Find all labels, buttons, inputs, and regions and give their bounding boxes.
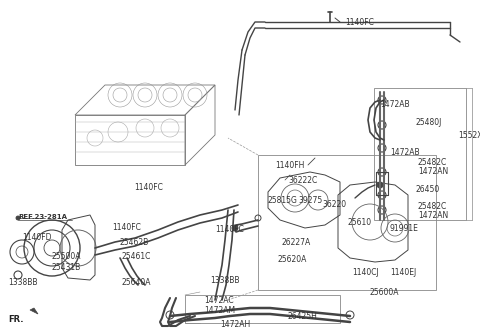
Text: 1472AC: 1472AC [204,296,234,305]
Text: 1472AB: 1472AB [380,100,409,109]
Circle shape [378,96,386,104]
Text: 1472AN: 1472AN [418,211,448,220]
Circle shape [378,121,386,129]
Bar [374,88,466,220]
Text: 1140FC: 1140FC [345,18,374,27]
Circle shape [14,271,22,279]
Text: 1140FD: 1140FD [22,233,51,242]
Circle shape [378,144,386,152]
Circle shape [377,182,383,188]
Text: REF.23-281A: REF.23-281A [18,214,67,220]
Text: 36222C: 36222C [288,176,317,185]
Text: 1472AN: 1472AN [418,167,448,176]
Text: 25480J: 25480J [415,118,442,127]
Text: 1140EJ: 1140EJ [390,268,416,277]
Text: 25600A: 25600A [370,288,399,297]
Text: 1472AM: 1472AM [204,306,235,315]
Text: 1140FC: 1140FC [134,183,163,192]
Text: 25482C: 25482C [418,158,447,167]
Text: 25620A: 25620A [278,255,307,264]
Text: 25461C: 25461C [122,252,151,261]
Text: 36220: 36220 [322,200,346,209]
Polygon shape [30,308,38,314]
Text: 25640A: 25640A [122,278,152,287]
Text: 1338BB: 1338BB [8,278,37,287]
Text: 25431B: 25431B [52,263,81,272]
Text: 1140FH: 1140FH [275,161,304,170]
Text: 25500A: 25500A [52,252,82,261]
Text: 25462B: 25462B [120,238,149,247]
Text: 26425H: 26425H [287,312,317,321]
Text: 25815G: 25815G [268,196,298,205]
Circle shape [378,191,386,199]
Circle shape [232,225,238,231]
Text: 1472AH: 1472AH [220,320,250,328]
Text: 1472AB: 1472AB [390,148,420,157]
Text: 26227A: 26227A [282,238,311,247]
Text: 1338BB: 1338BB [210,276,240,285]
Circle shape [378,206,386,214]
Text: 1140FC: 1140FC [112,223,141,232]
Text: 25482C: 25482C [418,202,447,211]
Text: 39275: 39275 [298,196,322,205]
Text: 1140FC: 1140FC [215,225,244,234]
Text: 1140CJ: 1140CJ [352,268,379,277]
Bar [258,155,436,290]
Bar [185,295,340,323]
Circle shape [346,311,354,319]
Circle shape [166,311,174,319]
Text: 26450: 26450 [415,185,439,194]
Circle shape [16,216,20,220]
Text: 91991E: 91991E [390,224,419,233]
Circle shape [378,168,386,176]
Text: 25610: 25610 [348,218,372,227]
Text: FR.: FR. [8,315,24,324]
Text: 1552X: 1552X [458,131,480,140]
